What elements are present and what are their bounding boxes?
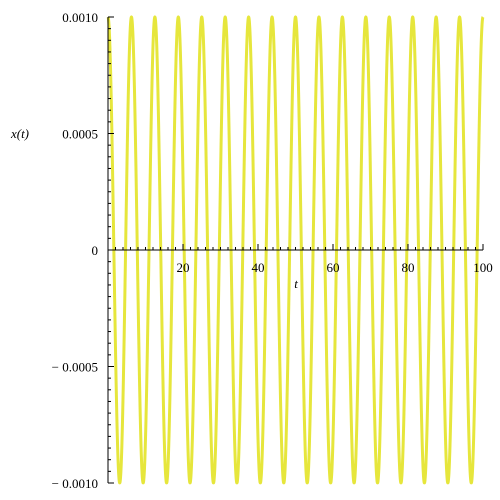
series-layer xyxy=(106,15,485,485)
x-tick-label: 60 xyxy=(327,260,340,275)
y-axis-ticks: 0.0010 0.0005 0 − 0.0005 − 0.0010 xyxy=(52,10,114,491)
x-tick-label: 20 xyxy=(177,260,190,275)
x-tick-label: 40 xyxy=(252,260,265,275)
x-tick-label: 80 xyxy=(402,260,415,275)
series-line xyxy=(106,15,485,485)
y-tick-label: 0.0010 xyxy=(62,10,98,25)
x-tick-label: 100 xyxy=(473,260,493,275)
y-tick-label: 0 xyxy=(92,243,99,258)
x-axis-label: t xyxy=(294,276,298,291)
x-axis-ticks: 20 40 60 80 100 xyxy=(115,244,493,275)
y-axis-label: x(t) xyxy=(10,126,29,141)
y-tick-label: − 0.0010 xyxy=(52,476,98,491)
y-tick-label: − 0.0005 xyxy=(52,360,98,375)
y-tick-label: 0.0005 xyxy=(62,127,98,142)
axes-layer: 20 40 60 80 100 0.0010 0.0005 0 − 0.0005 − 0.001… xyxy=(52,10,493,491)
